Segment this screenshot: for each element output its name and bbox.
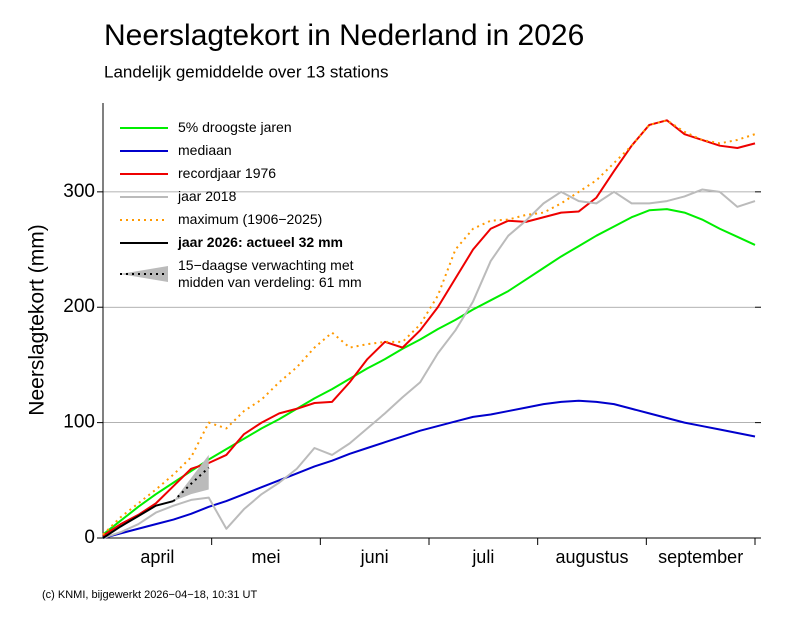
y-tick-label: 0 xyxy=(84,527,95,548)
legend-item: maximum (1906−2025) xyxy=(116,208,393,231)
series-line xyxy=(102,500,174,539)
legend: 5% droogste jaren mediaan recordjaar 1976 j… xyxy=(116,116,393,294)
legend-label: mediaan xyxy=(178,142,232,158)
y-tick-label: 300 xyxy=(63,181,95,202)
legend-item: 15−daagse verwachting met midden van ver… xyxy=(116,254,393,294)
series-line xyxy=(172,466,210,502)
legend-swatch xyxy=(120,172,168,175)
legend-swatch xyxy=(120,266,168,282)
series-line xyxy=(102,208,756,536)
legend-swatch xyxy=(120,195,168,198)
footer-note: (c) KNMI, bijgewerkt 2026−04−18, 10:31 U… xyxy=(42,589,258,601)
chart-subtitle: Landelijk gemiddelde over 13 stations xyxy=(104,62,388,81)
series-line xyxy=(102,399,756,539)
legend-label: 15−daagse verwachting met midden van ver… xyxy=(178,257,362,290)
series-line xyxy=(102,188,756,539)
legend-label: 5% droogste jaren xyxy=(178,119,292,135)
y-tick-label: 200 xyxy=(63,296,95,317)
forecast-band xyxy=(173,454,209,502)
legend-label: jaar 2026: actueel 32 mm xyxy=(178,234,343,250)
legend-label: recordjaar 1976 xyxy=(178,165,277,181)
x-tick-label: september xyxy=(658,547,743,567)
legend-item: jaar 2026: actueel 32 mm xyxy=(116,231,393,254)
legend-item: mediaan xyxy=(116,139,393,162)
legend-label: maximum (1906−2025) xyxy=(178,211,323,227)
legend-item: 5% droogste jaren xyxy=(116,116,393,139)
legend-swatch xyxy=(120,126,168,129)
chart-title: Neerslagtekort in Nederland in 2026 xyxy=(104,19,584,52)
legend-swatch xyxy=(120,241,168,244)
legend-swatch xyxy=(120,218,168,221)
legend-item: jaar 2018 xyxy=(116,185,393,208)
legend-swatch xyxy=(120,149,168,152)
x-tick-label: mei xyxy=(251,547,280,567)
x-tick-label: juli xyxy=(471,547,494,567)
x-tick-label: juni xyxy=(360,547,389,567)
x-tick-label: augustus xyxy=(555,547,628,567)
legend-label: jaar 2018 xyxy=(178,188,237,204)
x-tick-label: april xyxy=(140,547,174,567)
series-line xyxy=(102,119,756,537)
legend-item: recordjaar 1976 xyxy=(116,162,393,185)
y-tick-label: 100 xyxy=(63,412,95,433)
y-axis-label: Neerslagtekort (mm) xyxy=(26,224,49,415)
